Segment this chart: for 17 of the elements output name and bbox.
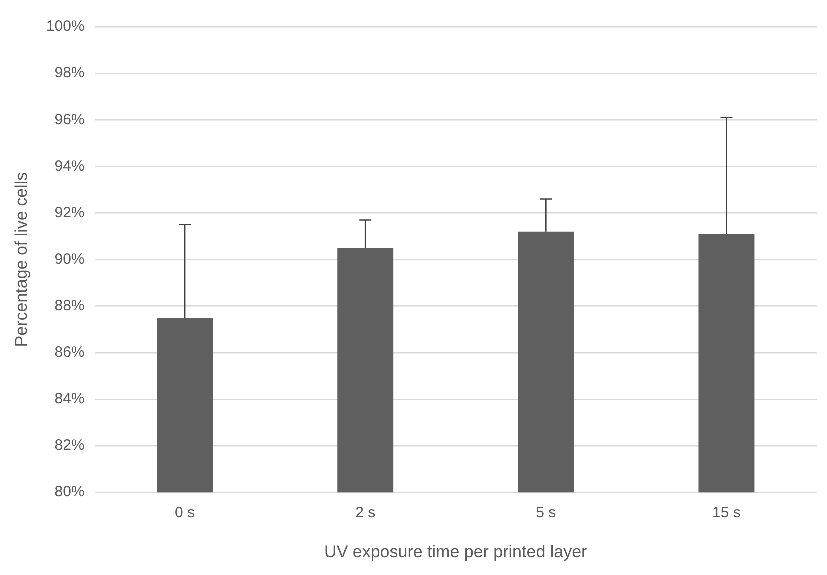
y-tick-label: 96% xyxy=(54,111,85,128)
y-tick-label: 98% xyxy=(54,64,85,82)
x-axis-title: UV exposure time per printed layer xyxy=(324,542,588,562)
y-tick-label: 100% xyxy=(46,18,85,36)
y-tick-label: 82% xyxy=(54,437,85,454)
x-tick-label: 2 s xyxy=(356,504,376,522)
y-tick-label: 94% xyxy=(54,158,85,175)
x-tick-label: 15 s xyxy=(712,504,741,522)
y-axis-title: Percentage of live cells xyxy=(12,172,31,348)
y-tick-label: 80% xyxy=(54,484,85,501)
y-tick-label: 90% xyxy=(54,250,85,268)
y-tick-label: 84% xyxy=(54,390,85,408)
y-tick-label: 86% xyxy=(54,344,85,362)
x-tick-label: 5 s xyxy=(536,504,556,522)
x-tick-label: 0 s xyxy=(175,504,196,522)
y-tick-label: 92% xyxy=(54,204,85,222)
y-tick-label: 88% xyxy=(54,298,85,314)
